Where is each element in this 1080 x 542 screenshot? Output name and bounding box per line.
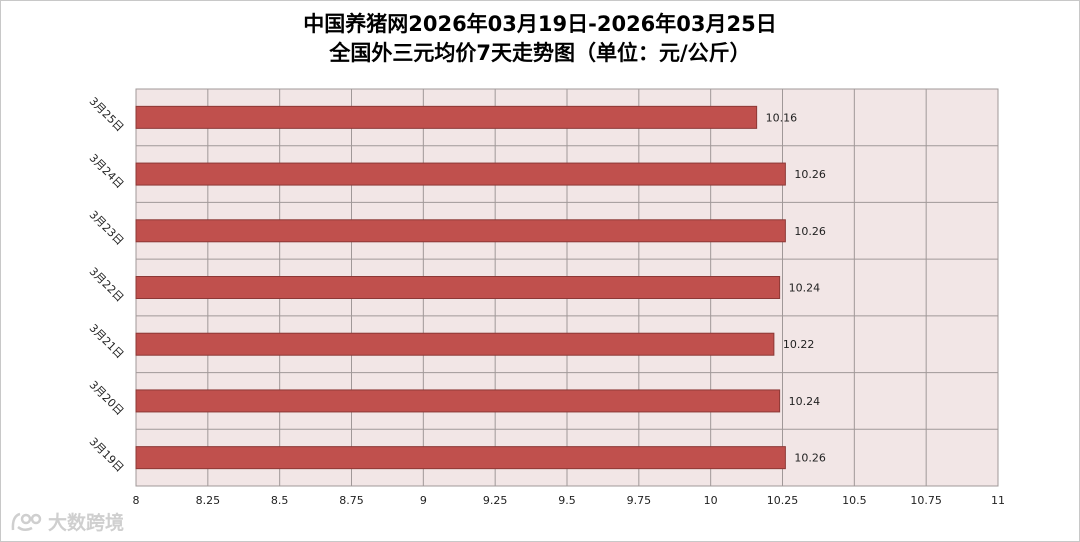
x-tick-label: 8.25 bbox=[196, 494, 221, 507]
chart-subtitle: 全国外三元均价7天走势图（单位：元/公斤） bbox=[329, 41, 751, 65]
bar bbox=[135, 276, 781, 299]
x-tick-label: 10.5 bbox=[842, 494, 867, 507]
chart-title: 中国养猪网2026年03月19日-2026年03月25日 bbox=[303, 12, 777, 36]
x-tick-label: 9 bbox=[420, 494, 427, 507]
x-tick-label: 9.75 bbox=[627, 494, 652, 507]
watermark: 大数跨境 bbox=[10, 508, 124, 535]
x-tick-label: 8.75 bbox=[339, 494, 364, 507]
x-tick-label: 11 bbox=[991, 494, 1005, 507]
x-tick-label: 10 bbox=[704, 494, 718, 507]
category-label: 3月23日 bbox=[87, 208, 127, 248]
bar bbox=[135, 332, 775, 356]
bar bbox=[135, 162, 786, 186]
bar bbox=[135, 446, 786, 470]
x-tick-label: 9.25 bbox=[483, 494, 508, 507]
watermark-text: 大数跨境 bbox=[48, 512, 125, 534]
category-label: 3月22日 bbox=[87, 265, 127, 305]
data-label: 10.22 bbox=[783, 338, 815, 351]
watermark-logo-icon bbox=[11, 512, 42, 531]
category-label: 3月19日 bbox=[87, 435, 127, 475]
x-tick-label: 10.75 bbox=[910, 494, 942, 507]
data-label: 10.16 bbox=[766, 111, 798, 124]
chart-title-block: 中国养猪网2026年03月19日-2026年03月25日 全国外三元均价7天走势… bbox=[0, 10, 1080, 68]
category-label: 3月20日 bbox=[87, 378, 127, 418]
data-label: 10.26 bbox=[794, 225, 826, 238]
x-tick-label: 8 bbox=[133, 494, 140, 507]
category-label: 3月25日 bbox=[87, 95, 127, 135]
x-tick-label: 8.5 bbox=[271, 494, 289, 507]
x-tick-label: 10.25 bbox=[767, 494, 799, 507]
bar bbox=[135, 389, 781, 413]
data-label: 10.26 bbox=[794, 452, 826, 465]
data-label: 10.24 bbox=[789, 395, 821, 408]
bar bbox=[135, 219, 786, 243]
category-label: 3月21日 bbox=[87, 322, 127, 362]
bar bbox=[135, 105, 758, 129]
data-label: 10.24 bbox=[789, 282, 821, 295]
data-label: 10.26 bbox=[794, 168, 826, 181]
x-tick-label: 9.5 bbox=[558, 494, 576, 507]
category-label: 3月24日 bbox=[87, 151, 127, 191]
